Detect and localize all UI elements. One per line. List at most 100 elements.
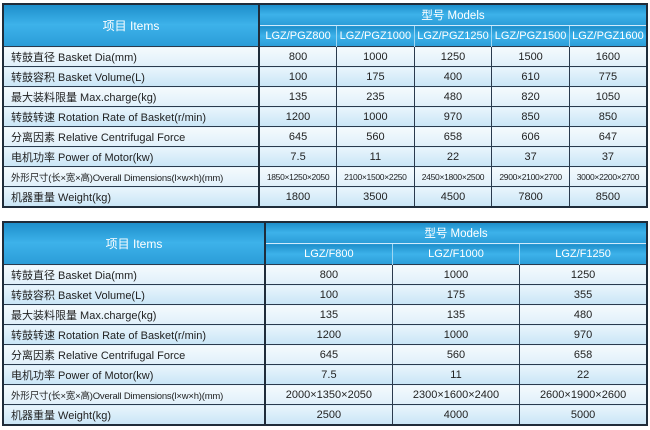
spec-value: 1000 <box>336 46 415 67</box>
spec-row: 最大装料限量 Max.charge(kg) 135 135 480 <box>2 304 648 325</box>
spec-value: 175 <box>336 66 415 87</box>
spec-value: 3500 <box>336 186 415 208</box>
model-names-row: LGZ/F800 LGZ/F1000 LGZ/F1250 <box>3 243 647 265</box>
items-column-header: 项目 Items <box>3 4 260 47</box>
spec-value: 8500 <box>568 186 648 208</box>
spec-value: 37 <box>568 146 648 167</box>
row-label: 转鼓直径 Basket Dia(mm) <box>2 46 260 67</box>
spec-value: 400 <box>413 66 493 87</box>
spec-value: 480 <box>413 86 493 107</box>
spec-value: 1200 <box>258 106 338 127</box>
spec-value: 800 <box>258 46 338 67</box>
models-group-header: 型号 Models <box>265 222 647 244</box>
spec-value: 1800 <box>258 186 338 208</box>
models-group-header: 型号 Models <box>259 4 647 26</box>
row-label: 外形尺寸(长×宽×高)Overall Dimensions(l×w×h)(mm) <box>2 384 266 405</box>
models-group-header-row: 项目 Items 型号 Models <box>3 222 647 265</box>
model-column-header: LGZ/PGZ1000 <box>336 25 415 47</box>
spec-value: 2500 <box>264 404 393 426</box>
spec-value: 5000 <box>519 404 648 426</box>
spec-value: 100 <box>264 284 393 305</box>
row-label: 电机功率 Power of Motor(kw) <box>2 364 266 385</box>
spec-value: 658 <box>413 126 493 147</box>
row-label: 转鼓转速 Rotation Rate of Basket(r/min) <box>2 106 260 127</box>
spec-row: 机器重量 Weight(kg) 1800 3500 4500 7800 8500 <box>2 186 648 208</box>
models-group-header-row: 项目 Items 型号 Models <box>3 4 647 47</box>
spec-value: 820 <box>491 86 570 107</box>
model-column-header: LGZ/F1250 <box>519 243 647 265</box>
spec-value: 2300×1600×2400 <box>391 384 521 405</box>
row-label: 机器重量 Weight(kg) <box>2 186 260 208</box>
model-column-header: LGZ/PGZ800 <box>259 25 337 47</box>
spec-row: 转鼓转速 Rotation Rate of Basket(r/min) 1200 1… <box>2 324 648 345</box>
spec-row: 外形尺寸(长×宽×高)Overall Dimensions(l×w×h)(mm)… <box>2 166 648 187</box>
spec-value: 645 <box>264 344 393 365</box>
spec-value: 4000 <box>391 404 521 426</box>
spec-row: 电机功率 Power of Motor(kw) 7.5 11 22 37 37 <box>2 146 648 167</box>
spec-value: 355 <box>519 284 648 305</box>
spec-value: 645 <box>258 126 338 147</box>
spec-value: 135 <box>264 304 393 325</box>
row-label: 分离因素 Relative Centrifugal Force <box>2 344 266 365</box>
row-label: 转鼓直径 Basket Dia(mm) <box>2 264 266 285</box>
spec-row: 电机功率 Power of Motor(kw) 7.5 11 22 <box>2 364 648 385</box>
spec-value: 1500 <box>491 46 570 67</box>
spec-value: 235 <box>336 86 415 107</box>
model-column-header: LGZ/PGZ1250 <box>413 25 492 47</box>
spec-value: 970 <box>519 324 648 345</box>
row-label: 分离因素 Relative Centrifugal Force <box>2 126 260 147</box>
spec-value: 850 <box>491 106 570 127</box>
row-label: 电机功率 Power of Motor(kw) <box>2 146 260 167</box>
spec-value: 7.5 <box>258 146 338 167</box>
spec-value: 11 <box>391 364 521 385</box>
model-column-header: LGZ/PGZ1500 <box>491 25 570 47</box>
spec-table-lgz-pgz: 项目 Items 型号 Models LGZ/PGZ800 LGZ/PGZ1000… <box>2 3 648 208</box>
spec-value: 11 <box>336 146 415 167</box>
model-column-header: LGZ/PGZ1600 <box>568 25 647 47</box>
spec-value: 135 <box>391 304 521 325</box>
spec-value: 2000×1350×2050 <box>264 384 393 405</box>
spec-value: 1250 <box>519 264 648 285</box>
spec-value: 1600 <box>568 46 648 67</box>
spec-value: 560 <box>391 344 521 365</box>
spec-row: 转鼓容积 Basket Volume(L) 100 175 400 610 775 <box>2 66 648 87</box>
spec-row: 分离因素 Relative Centrifugal Force 645 560 658 <box>2 344 648 365</box>
spec-value: 560 <box>336 126 415 147</box>
row-label: 外形尺寸(长×宽×高)Overall Dimensions(l×w×h)(mm) <box>2 166 260 187</box>
spec-row: 转鼓直径 Basket Dia(mm) 800 1000 1250 1500 1600 <box>2 46 648 67</box>
spec-value: 3000×2200×2700 <box>568 166 648 187</box>
spec-row: 转鼓转速 Rotation Rate of Basket(r/min) 1200 1… <box>2 106 648 127</box>
spec-value: 1850×1250×2050 <box>258 166 338 187</box>
model-names-row: LGZ/PGZ800 LGZ/PGZ1000 LGZ/PGZ1250 LGZ/PGZ1… <box>3 25 647 47</box>
model-column-header: LGZ/F1000 <box>391 243 520 265</box>
spec-value: 2600×1900×2600 <box>519 384 648 405</box>
spec-value: 175 <box>391 284 521 305</box>
spec-value: 2450×1800×2500 <box>413 166 493 187</box>
spec-value: 610 <box>491 66 570 87</box>
model-column-header: LGZ/F800 <box>265 243 393 265</box>
spec-value: 4500 <box>413 186 493 208</box>
spec-value: 480 <box>519 304 648 325</box>
spec-value: 2100×1500×2250 <box>336 166 415 187</box>
row-label: 转鼓容积 Basket Volume(L) <box>2 66 260 87</box>
spec-value: 800 <box>264 264 393 285</box>
spec-value: 1050 <box>568 86 648 107</box>
spec-value: 647 <box>568 126 648 147</box>
spec-value: 1250 <box>413 46 493 67</box>
spec-row: 最大装料限量 Max.charge(kg) 135 235 480 820 1050 <box>2 86 648 107</box>
row-label: 最大装料限量 Max.charge(kg) <box>2 304 266 325</box>
row-label: 机器重量 Weight(kg) <box>2 404 266 426</box>
spec-row: 外形尺寸(长×宽×高)Overall Dimensions(l×w×h)(mm)… <box>2 384 648 405</box>
spec-value: 37 <box>491 146 570 167</box>
spec-value: 1000 <box>391 324 521 345</box>
spec-value: 7800 <box>491 186 570 208</box>
spec-value: 1200 <box>264 324 393 345</box>
spec-value: 658 <box>519 344 648 365</box>
spec-row: 转鼓容积 Basket Volume(L) 100 175 355 <box>2 284 648 305</box>
spec-value: 775 <box>568 66 648 87</box>
spec-row: 机器重量 Weight(kg) 2500 4000 5000 <box>2 404 648 426</box>
spec-value: 100 <box>258 66 338 87</box>
spec-value: 1000 <box>391 264 521 285</box>
row-label: 最大装料限量 Max.charge(kg) <box>2 86 260 107</box>
